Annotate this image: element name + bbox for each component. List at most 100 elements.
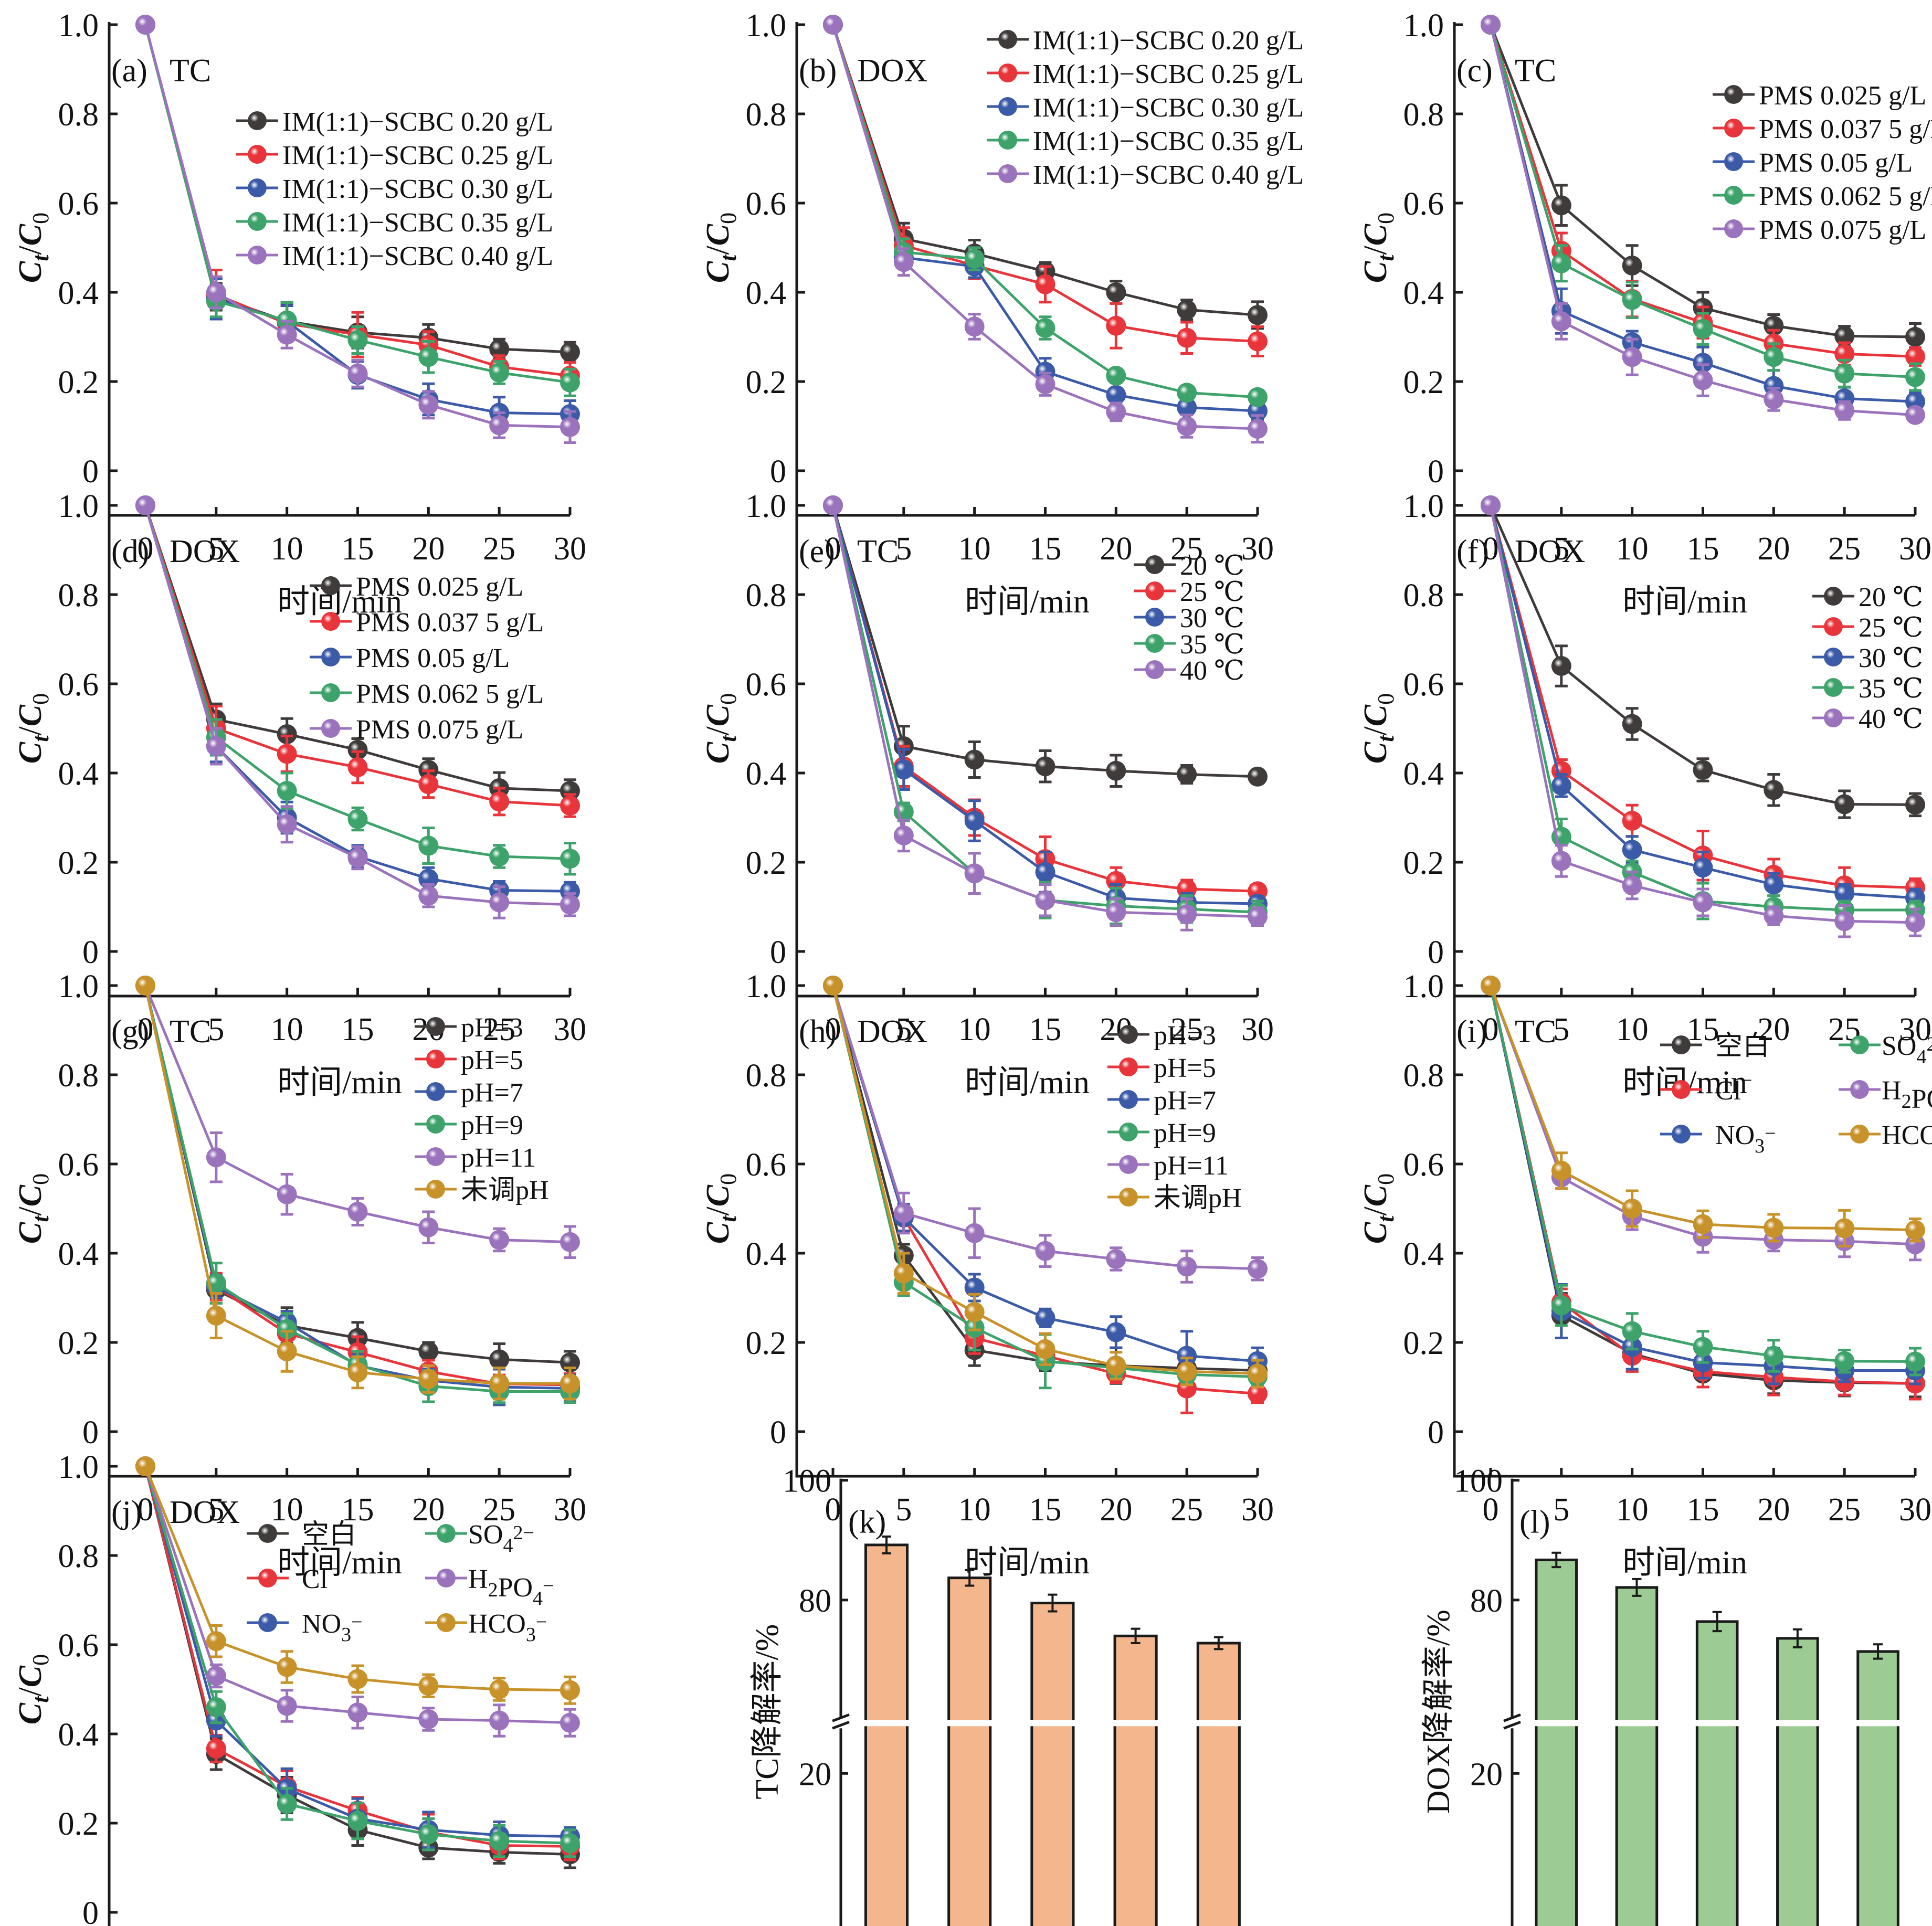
x-tick-label: 30 bbox=[1899, 1012, 1931, 1047]
legend-item: 35 ℃ bbox=[1134, 630, 1244, 660]
y-tick-label: 1.0 bbox=[1403, 489, 1444, 524]
legend-item: IM(1:1)−SCBC 0.25 g/L bbox=[236, 141, 553, 171]
legend-item: IM(1:1)−SCBC 0.35 g/L bbox=[987, 126, 1304, 156]
legend-superscript: − bbox=[536, 1611, 547, 1633]
x-tick-label: 30 bbox=[1241, 1492, 1274, 1528]
y-axis-title-part: C bbox=[13, 224, 48, 246]
data-point bbox=[347, 1669, 368, 1689]
legend-subscript: 4 bbox=[533, 1588, 543, 1610]
legend-marker bbox=[998, 164, 1017, 183]
legend-label: PMS 0.05 g/L bbox=[356, 643, 510, 673]
legend-marker bbox=[1724, 152, 1743, 171]
data-point bbox=[964, 316, 985, 337]
y-tick-label: 0.4 bbox=[1403, 1236, 1444, 1272]
bar-break-band bbox=[946, 1720, 993, 1727]
data-point bbox=[277, 324, 297, 345]
legend-item: 空白 bbox=[1660, 1031, 1770, 1061]
bar bbox=[1535, 1558, 1578, 1926]
data-point bbox=[1834, 794, 1855, 814]
y-axis-title: Ct/C0 bbox=[700, 1173, 741, 1244]
bar-group bbox=[1029, 1593, 1075, 1926]
legend-label: PMS 0.025 g/L bbox=[1759, 81, 1926, 111]
bar bbox=[1030, 1602, 1075, 1926]
data-point bbox=[1693, 1214, 1713, 1234]
bar-group bbox=[1196, 1636, 1242, 1926]
data-point bbox=[277, 1319, 297, 1339]
x-tick-label: 25 bbox=[1170, 1012, 1203, 1047]
legend-subscript: 2 bbox=[488, 1579, 498, 1601]
y-axis-title-part: / bbox=[13, 726, 48, 736]
legend-label: pH=9 bbox=[461, 1110, 523, 1140]
legend-marker bbox=[1724, 219, 1743, 238]
y-tick-label: 0.8 bbox=[746, 578, 787, 613]
y-axis-title-sub: 0 bbox=[715, 693, 741, 705]
y-tick-label: 0.2 bbox=[58, 1326, 99, 1361]
data-point bbox=[489, 1710, 510, 1731]
data-point bbox=[206, 282, 226, 302]
x-tick-label: 5 bbox=[895, 1012, 912, 1047]
legend-item: pH=11 bbox=[1107, 1151, 1229, 1181]
legend-label: IM(1:1)−SCBC 0.25 g/L bbox=[1033, 59, 1304, 89]
y-axis-title-sub: 0 bbox=[28, 693, 54, 705]
y-tick-label: 0.6 bbox=[58, 1147, 99, 1183]
data-point bbox=[1106, 902, 1126, 923]
legend-item: PMS 0.037 5 g/L bbox=[1713, 114, 1932, 144]
x-tick-label: 25 bbox=[483, 1492, 515, 1528]
bar bbox=[1615, 1586, 1659, 1926]
legend-marker bbox=[426, 1180, 445, 1199]
data-point bbox=[1035, 274, 1055, 294]
series-purple bbox=[135, 15, 580, 444]
legend-subscript: 3 bbox=[341, 1624, 351, 1646]
legend-marker bbox=[1850, 1125, 1869, 1144]
data-point bbox=[206, 1739, 226, 1759]
y-axis-title-sub: 0 bbox=[1373, 693, 1399, 705]
bar bbox=[1113, 1634, 1158, 1926]
data-point bbox=[347, 1362, 368, 1382]
data-point bbox=[489, 892, 510, 913]
y-axis-title-sub: t bbox=[28, 1696, 54, 1703]
axis-break-mark bbox=[1503, 1713, 1521, 1730]
data-point bbox=[277, 1657, 297, 1677]
data-point bbox=[1551, 851, 1571, 871]
panel-title: DOX bbox=[170, 1495, 240, 1530]
data-point bbox=[1248, 1383, 1268, 1404]
panel-label: (b) bbox=[799, 53, 837, 89]
y-axis-title-sub: 0 bbox=[715, 213, 741, 224]
legend-marker bbox=[1145, 660, 1164, 679]
y-axis-title-sub: 0 bbox=[28, 1173, 54, 1185]
x-tick-label: 0 bbox=[825, 1012, 841, 1047]
data-point bbox=[277, 1696, 297, 1716]
legend-item: pH=5 bbox=[1107, 1053, 1216, 1083]
legend-label-part: O bbox=[483, 1520, 503, 1550]
legend-item: pH=11 bbox=[415, 1143, 536, 1173]
data-point bbox=[560, 1232, 580, 1252]
legend-label-part: O bbox=[506, 1609, 526, 1639]
data-point bbox=[418, 774, 439, 795]
legend-label: 35 ℃ bbox=[1180, 630, 1244, 660]
data-point bbox=[418, 1709, 439, 1729]
y-tick-label: 0.8 bbox=[58, 578, 99, 613]
panel-label: (a) bbox=[111, 53, 147, 89]
data-point bbox=[135, 495, 155, 515]
y-axis-title-part: / bbox=[700, 726, 736, 736]
y-tick-label: 0 bbox=[82, 1896, 99, 1926]
y-axis-title-sub: 0 bbox=[28, 1654, 54, 1666]
data-point bbox=[277, 814, 297, 834]
legend-item: IM(1:1)−SCBC 0.20 g/L bbox=[236, 107, 553, 137]
data-point bbox=[1764, 389, 1784, 409]
data-point bbox=[893, 1203, 914, 1223]
legend-label: 未调pH bbox=[461, 1176, 549, 1205]
legend-label-part: N bbox=[302, 1609, 322, 1639]
error-bar bbox=[965, 1569, 975, 1587]
y-axis-title-sub: 0 bbox=[1373, 1173, 1399, 1185]
x-axis-title: 时间/min bbox=[277, 1545, 402, 1581]
legend-superscript: − bbox=[1741, 1070, 1752, 1092]
bar-group bbox=[1775, 1628, 1820, 1926]
legend-label: 空白 bbox=[302, 1520, 356, 1550]
data-point bbox=[206, 1306, 226, 1326]
legend-label: pH=5 bbox=[1154, 1053, 1216, 1083]
y-tick-label: 0.4 bbox=[746, 1236, 787, 1272]
legend-label: pH=5 bbox=[461, 1045, 523, 1075]
y-axis-title-sub: 0 bbox=[1373, 213, 1399, 224]
